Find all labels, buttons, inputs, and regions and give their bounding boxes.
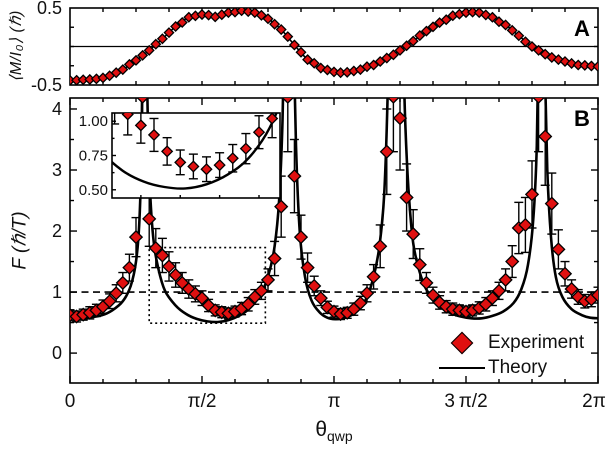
panel-a-y-tick-label: 0.5 xyxy=(37,0,62,18)
panel-b-x-tick-label: 2π xyxy=(582,391,606,412)
panel-b-y-tick-label: 4 xyxy=(52,99,62,119)
inset-data xyxy=(112,113,279,190)
red-diamond-icon xyxy=(450,331,474,354)
inset-y-tick-label: 0.75 xyxy=(79,148,108,165)
panel-b-x-tick-label: 0 xyxy=(65,391,76,412)
panel-b-y-tick-label: 3 xyxy=(52,160,62,180)
x-axis-label: θqwp xyxy=(70,418,598,444)
panel-a-letter: A xyxy=(574,16,590,41)
legend-label-theory: Theory xyxy=(488,356,548,378)
x-axis-label-subscript: qwp xyxy=(327,428,353,444)
panel-a-y-tick-label: -0.5 xyxy=(31,75,62,95)
inset-y-tick-label: 0.50 xyxy=(79,182,108,199)
legend-entry-experiment: Experiment xyxy=(436,330,584,355)
panel-b-tick-labels: 0 1 2 3 4 0 π/2 π 3 π/2 2π xyxy=(52,99,606,412)
experiment-marker-icon xyxy=(436,331,488,354)
inset-y-tick-label: 1.00 xyxy=(79,113,108,130)
panel-b-ticks xyxy=(69,98,599,383)
panel-b-letter: B xyxy=(574,106,590,131)
panel-a-experiment-points xyxy=(70,8,598,85)
legend: Experiment Theory xyxy=(436,330,584,380)
panel-b-x-tick-label: π xyxy=(327,391,340,412)
legend-entry-theory: Theory xyxy=(436,355,584,380)
legend-label-experiment: Experiment xyxy=(488,331,585,353)
panel-b-x-tick-label: 3 π/2 xyxy=(444,391,487,412)
panel-b-x-tick-label: π/2 xyxy=(188,391,217,412)
inset-theory-curve xyxy=(112,113,278,190)
panel-b-y-tick-label: 2 xyxy=(52,221,62,241)
x-axis-label-theta: θ xyxy=(315,418,327,441)
panel-b-y-tick-label: 1 xyxy=(52,282,62,302)
panel-b-experiment-points xyxy=(70,98,598,324)
theory-line-icon xyxy=(436,366,488,369)
panel-b-inset: 1.00 0.75 0.50 xyxy=(79,112,281,199)
panel-b-zoom-region-box xyxy=(148,246,267,324)
panel-b-data xyxy=(70,98,598,324)
panel-a-data xyxy=(70,8,598,85)
panel-a-ticks xyxy=(70,8,598,85)
panel-b-y-tick-label: 0 xyxy=(52,343,62,363)
inset-experiment-points xyxy=(121,113,279,176)
black-line-icon xyxy=(439,366,485,369)
panel-a-y-tick-labels: 0.5 -0.5 xyxy=(31,0,62,95)
